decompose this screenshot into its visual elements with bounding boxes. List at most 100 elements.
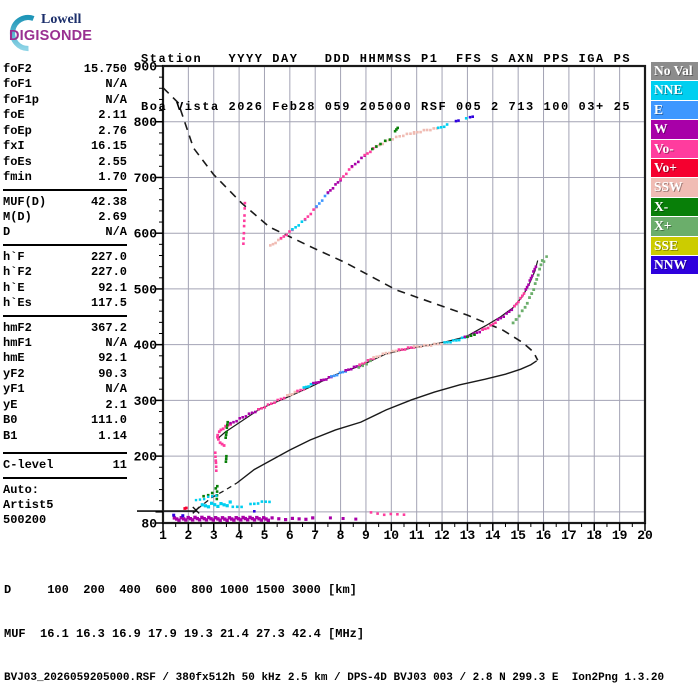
echo-dot-w <box>355 365 359 368</box>
echo-dot-w <box>290 516 294 520</box>
echo-dot-nne <box>203 504 207 508</box>
echo-dot-w <box>223 517 227 521</box>
echo-dot-x+ <box>525 301 529 305</box>
legend-item-vo+: Vo+ <box>651 158 698 178</box>
echo-dot-nne <box>207 495 210 498</box>
echo-dot-ssw <box>425 128 429 132</box>
echo-dot-nne <box>249 502 252 506</box>
x-tick-label: 19 <box>612 528 628 543</box>
echo-dot-nne <box>198 498 202 501</box>
echo-dot-vo- <box>216 433 220 437</box>
echo-dot-ssw <box>378 354 381 358</box>
echo-dot-w <box>277 517 281 521</box>
echo-dot-nne <box>304 385 308 389</box>
echo-dot-w <box>496 318 500 321</box>
echo-dot-e <box>320 199 324 202</box>
echo-dot-w <box>188 517 193 521</box>
station-header-values: Boa Vista 2026 Feb28 059 205000 RSF 005 … <box>141 100 632 114</box>
echo-dot-w <box>326 191 330 194</box>
param-label: fxI <box>3 139 25 154</box>
echo-dot-w <box>216 517 220 521</box>
echo-dot-w <box>262 516 266 520</box>
echo-dot-vo- <box>361 362 364 366</box>
x-tick-label: 11 <box>409 528 425 543</box>
echo-dot-nnw <box>181 514 185 518</box>
echo-dot-nne <box>291 228 294 231</box>
echo-dot-w <box>225 518 229 522</box>
echo-dot-w <box>532 270 535 273</box>
param-label: foF2 <box>3 62 32 76</box>
param-value: N/A <box>105 225 127 240</box>
param-row-hmF2: hmF2 367.2 <box>3 321 127 336</box>
echo-dot-vo- <box>521 294 524 298</box>
muf-row: MUF 16.1 16.3 16.9 17.9 19.3 21.4 27.3 4… <box>4 626 365 641</box>
autoscaling-info-line: Auto: <box>3 482 40 497</box>
param-value: N/A <box>105 92 127 107</box>
param-label: h`F <box>3 249 25 264</box>
echo-dot-vo- <box>358 363 361 366</box>
x-tick-label: 9 <box>362 528 370 543</box>
echo-dot-w <box>211 518 215 522</box>
legend-item-e: E <box>651 100 698 120</box>
param-label: yF1 <box>3 382 25 397</box>
echo-dot-vo- <box>517 300 520 304</box>
curve-topside-profile-extrapolation <box>162 87 539 361</box>
echo-dot-vo- <box>260 407 263 410</box>
echo-dot-vo- <box>397 348 401 351</box>
param-label: hmE <box>3 351 25 366</box>
echo-dot-w <box>252 518 257 522</box>
echo-dot-nnw <box>468 115 472 119</box>
parameter-panel: foF2 15.750 foF1 N/A foF1p N/A foE 2.11 foEp 2.76… <box>3 62 127 529</box>
y-tick-label: 300 <box>134 394 158 409</box>
echo-dot-vo- <box>376 512 379 515</box>
legend-item-nne: NNE <box>651 81 698 100</box>
echo-dot-ssw <box>291 393 294 396</box>
param-value: 367.2 <box>90 320 127 335</box>
echo-dot-w <box>259 518 264 522</box>
param-row-foF1: foF1 N/A <box>3 77 127 92</box>
echo-dot-nne <box>210 501 214 505</box>
echo-dot-x+ <box>357 366 361 369</box>
param-row-yF1: yF1 N/A <box>3 382 127 397</box>
echo-dot-ssw <box>433 342 436 346</box>
echo-dot-nne <box>264 500 267 503</box>
echo-dot-vo- <box>221 427 225 431</box>
echo-dot-nne <box>439 126 443 129</box>
param-label: yE <box>3 397 18 412</box>
echo-dot-w <box>360 156 363 160</box>
echo-dot-ssw <box>432 127 435 130</box>
echo-dot-w <box>329 189 332 192</box>
echo-dot-vo- <box>243 219 246 223</box>
echo-dot-w <box>202 517 206 521</box>
param-label: fmin <box>3 170 32 185</box>
echo-dot-vo- <box>257 408 260 411</box>
x-tick-label: 17 <box>561 528 577 543</box>
echo-dot-ssw <box>398 135 401 138</box>
echo-dot-x- <box>371 147 374 151</box>
echo-dot-vo- <box>486 326 490 330</box>
echo-dot-nne <box>455 339 458 342</box>
param-value: 16.15 <box>90 139 127 154</box>
autoscaling-info-line: 500200 <box>3 513 47 528</box>
echo-dot-w <box>204 518 209 522</box>
x-tick-label: 10 <box>384 528 400 543</box>
echo-dot-x+ <box>361 364 364 368</box>
echo-dot-vo- <box>270 402 273 405</box>
echo-dot-vo- <box>220 442 224 446</box>
param-row-hEs: h`Es 117.5 <box>3 296 127 311</box>
echo-dot-vo- <box>481 328 484 331</box>
echo-dot-nne <box>253 502 256 506</box>
param-label: hmF2 <box>3 320 32 335</box>
echo-dot-w <box>244 415 248 418</box>
echo-dot-vo- <box>366 359 370 362</box>
echo-dot-vo- <box>288 230 291 233</box>
echo-dot-w <box>195 516 199 521</box>
echo-dot-w <box>191 518 195 522</box>
echo-dot-vo- <box>279 397 283 401</box>
echo-dot-x- <box>469 334 473 337</box>
param-value: 92.1 <box>98 280 127 295</box>
echo-dot-nne <box>200 503 204 507</box>
echo-dot-x- <box>379 142 382 146</box>
echo-dot-x+ <box>535 278 539 281</box>
echo-dot-nne <box>235 505 239 509</box>
